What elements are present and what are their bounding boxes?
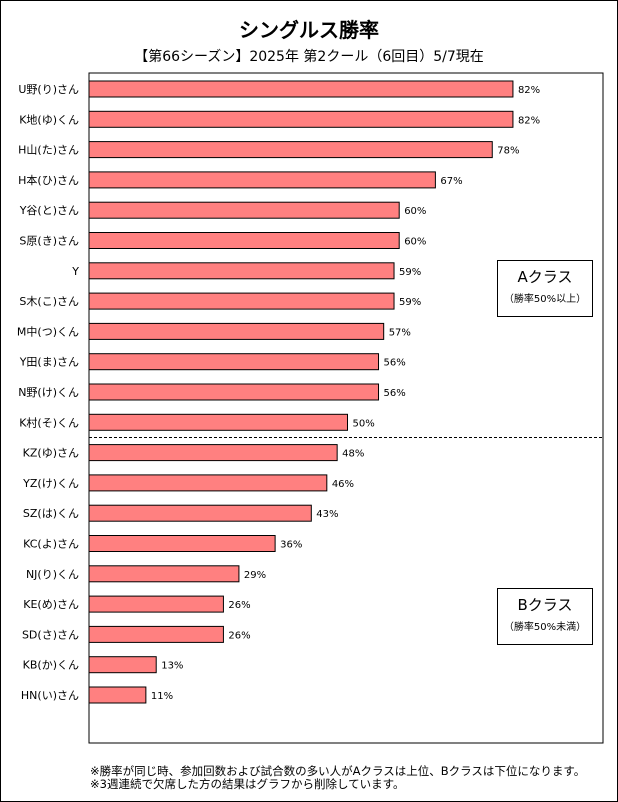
- category-label: Y田(ま)さん: [19, 356, 79, 369]
- bar: [88, 262, 395, 280]
- category-label: KZ(ゆ)さん: [23, 447, 79, 460]
- category-label: SZ(は)くん: [23, 507, 79, 520]
- category-label: K村(そ)くん: [19, 415, 79, 429]
- footnotes: ※勝率が同じ時、参加回数および試合数の多い人がAクラスは上位、Bクラスは下位にな…: [90, 765, 585, 791]
- bar: [88, 504, 312, 522]
- category-label: N野(け)くん: [18, 386, 79, 399]
- bar: [88, 322, 385, 340]
- value-label: 46%: [332, 479, 354, 490]
- value-label: 56%: [384, 358, 406, 369]
- value-label: 11%: [151, 691, 173, 702]
- value-label: 29%: [244, 570, 266, 581]
- class-a-note: （勝率50%以上）: [503, 294, 587, 305]
- bar: [88, 353, 380, 371]
- category-label: Y谷(と)さん: [19, 204, 79, 217]
- value-label: 56%: [384, 388, 406, 399]
- value-label: 26%: [228, 600, 250, 611]
- category-label: SD(さ)さん: [22, 628, 79, 641]
- category-label: M中(つ)くん: [17, 325, 79, 338]
- bar: [88, 232, 400, 249]
- category-label: KB(か)くん: [23, 659, 79, 672]
- category-label: NJ(り)くん: [26, 568, 79, 581]
- category-label: Y: [71, 265, 79, 278]
- bar: [88, 686, 147, 704]
- value-label: 67%: [440, 176, 462, 187]
- value-label: 57%: [389, 327, 411, 338]
- value-label: 36%: [280, 540, 302, 551]
- bar: [88, 625, 224, 643]
- bar: [88, 656, 157, 674]
- bar: [88, 141, 493, 159]
- bar: [88, 474, 328, 492]
- value-label: 26%: [228, 630, 250, 641]
- category-label: S木(こ)さん: [19, 295, 79, 308]
- category-label: K地(ゆ)くん: [19, 113, 79, 126]
- category-label: S原(き)さん: [19, 235, 79, 248]
- chart-subtitle: 【第66シーズン】2025年 第2クール（6回目）5/7現在: [134, 49, 484, 65]
- category-label: H山(た)さん: [18, 144, 79, 157]
- value-label: 78%: [497, 146, 519, 157]
- value-label: 48%: [342, 449, 364, 460]
- bar: [88, 383, 380, 401]
- bar: [88, 595, 224, 613]
- category-label: YZ(け)くん: [22, 477, 79, 490]
- value-label: 82%: [518, 85, 540, 96]
- bar: [88, 201, 400, 219]
- value-label: 59%: [399, 267, 421, 278]
- category-label: KE(め)さん: [23, 598, 79, 611]
- value-label: 82%: [518, 115, 540, 126]
- bar: [88, 413, 348, 431]
- bar: [88, 80, 514, 98]
- category-label: H本(ひ)さん: [18, 173, 79, 187]
- class-b-box: Bクラス （勝率50%未満）: [497, 588, 593, 645]
- category-label: KC(よ)さん: [23, 538, 79, 551]
- class-b-label: Bクラス: [517, 596, 573, 614]
- category-label: HN(い)さん: [21, 689, 79, 702]
- category-label: U野(り)さん: [18, 83, 79, 96]
- value-label: 43%: [316, 509, 338, 520]
- value-label: 60%: [404, 237, 426, 248]
- value-label: 13%: [161, 661, 183, 672]
- bar: [88, 535, 276, 552]
- value-label: 50%: [353, 418, 375, 429]
- bar: [88, 565, 240, 583]
- footnote-1: ※勝率が同じ時、参加回数および試合数の多い人がAクラスは上位、Bクラスは下位にな…: [90, 764, 586, 778]
- value-label: 59%: [399, 297, 421, 308]
- class-a-label: Aクラス: [517, 268, 573, 286]
- bar: [88, 292, 395, 310]
- class-b-note: （勝率50%未満）: [503, 622, 587, 633]
- plot-border: [88, 72, 604, 744]
- value-label: 60%: [404, 206, 426, 217]
- class-a-box: Aクラス （勝率50%以上）: [497, 260, 593, 317]
- bar: [88, 171, 436, 189]
- bar: [88, 110, 514, 128]
- chart-title: シングルス勝率: [239, 18, 379, 42]
- bar: [88, 444, 338, 462]
- footnote-2: ※3週連続で欠席した方の結果はグラフから削除しています。: [90, 777, 405, 791]
